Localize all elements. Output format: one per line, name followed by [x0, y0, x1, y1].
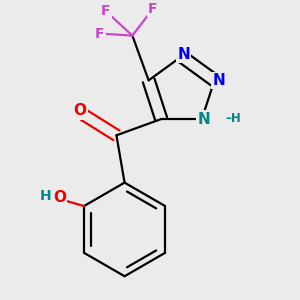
Text: F: F: [148, 2, 158, 16]
Text: –H: –H: [225, 112, 241, 124]
Text: N: N: [177, 47, 190, 62]
Text: N: N: [212, 73, 225, 88]
Text: O: O: [73, 103, 86, 118]
Text: O: O: [53, 190, 66, 206]
Text: H: H: [40, 189, 51, 203]
Text: F: F: [101, 4, 111, 18]
Text: F: F: [95, 27, 105, 40]
Text: N: N: [197, 112, 210, 127]
